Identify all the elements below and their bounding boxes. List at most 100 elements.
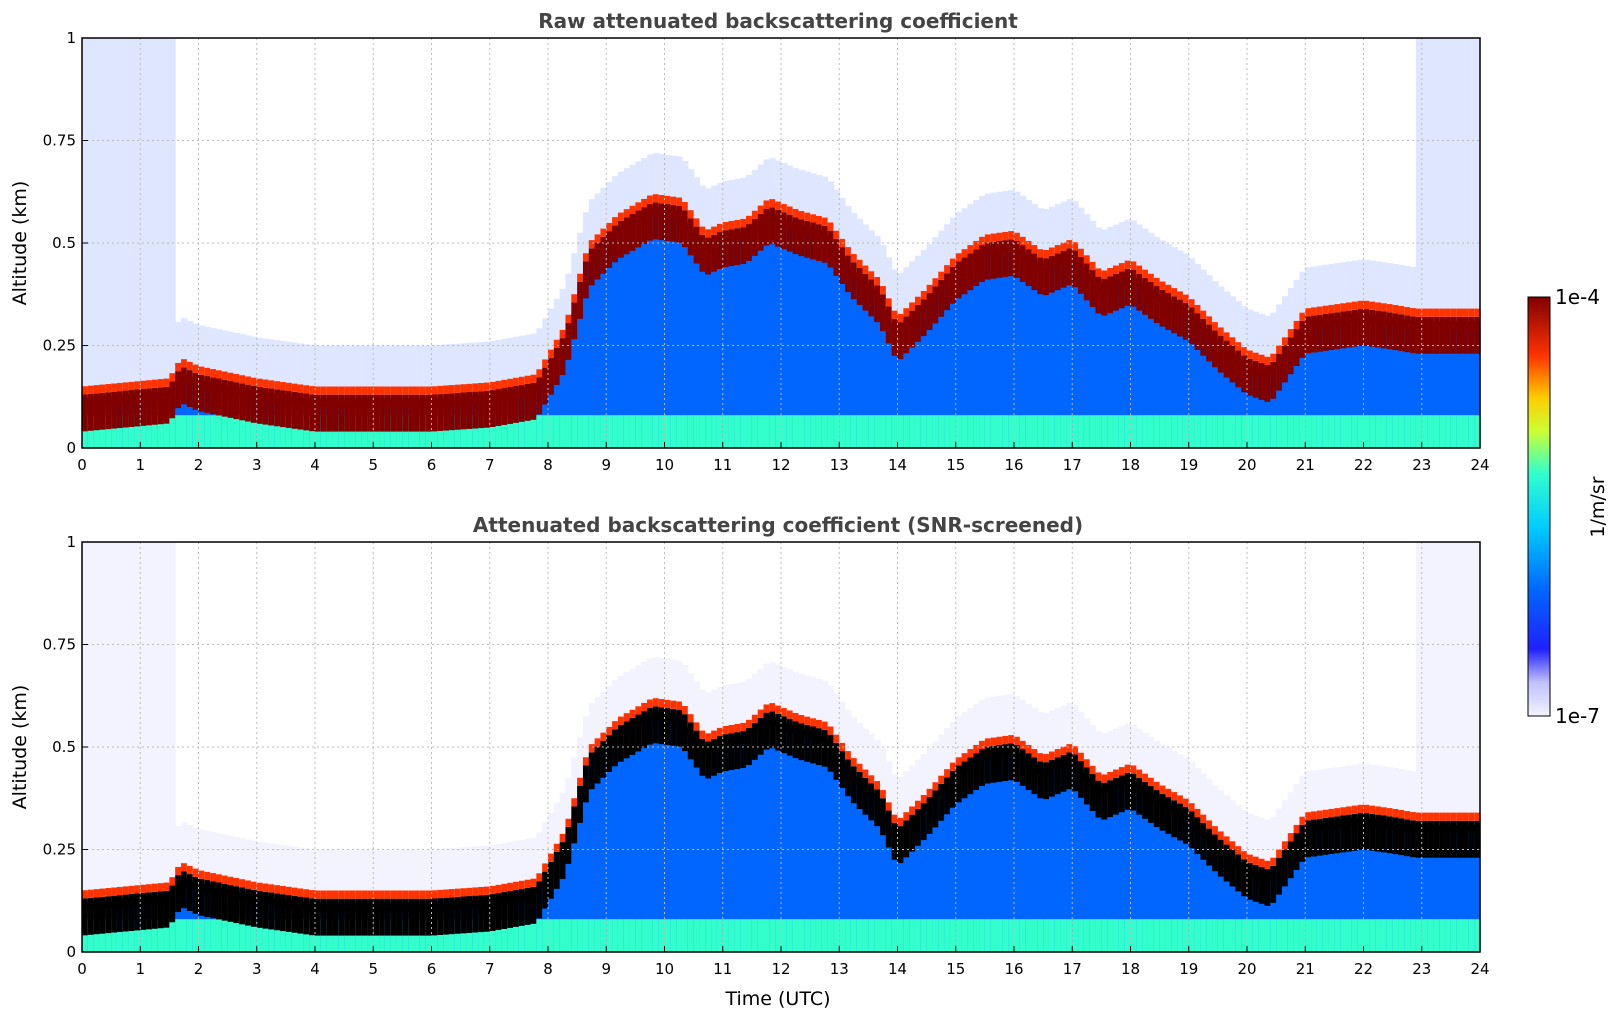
heatmap-cell — [1322, 415, 1330, 448]
heatmap-cell — [1363, 804, 1370, 814]
heatmap-cell — [1386, 312, 1394, 350]
heatmap-cell — [1083, 779, 1091, 952]
heatmap-cell — [670, 700, 677, 709]
heatmap-cell — [955, 253, 963, 262]
heatmap-cell — [757, 709, 765, 718]
heatmap-cell — [1450, 415, 1458, 448]
heatmap-cell — [728, 229, 735, 267]
heatmap-cell — [804, 724, 811, 762]
heatmap-cell — [1311, 819, 1318, 857]
heatmap-cell — [647, 154, 654, 208]
heatmap-cell — [1153, 919, 1161, 952]
heatmap-cell — [1380, 827, 1388, 952]
heatmap-cell — [891, 331, 899, 448]
heatmap-cell — [1008, 415, 1015, 448]
heatmap-cell — [711, 751, 718, 952]
heatmap-cell — [1113, 790, 1120, 952]
heatmap-cell — [1363, 415, 1370, 448]
heatmap-cell — [833, 251, 840, 448]
heatmap-cell — [775, 713, 782, 751]
heatmap-cell — [1276, 353, 1283, 391]
heatmap-cell — [1415, 919, 1423, 952]
heatmap-cell — [751, 169, 759, 224]
heatmap-cell — [524, 334, 532, 389]
heatmap-cell — [111, 383, 118, 392]
heatmap-cell — [903, 415, 910, 448]
heatmap-cell — [1456, 316, 1464, 354]
heatmap-cell — [204, 367, 211, 377]
heatmap-cell — [693, 742, 701, 952]
heatmap-cell — [903, 919, 910, 952]
heatmap-cell — [903, 771, 910, 825]
heatmap-cell — [1182, 757, 1190, 811]
heatmap-cell — [1212, 785, 1219, 839]
heatmap-cell — [245, 919, 252, 952]
heatmap-cell — [810, 718, 817, 727]
heatmap-cell — [990, 737, 998, 746]
heatmap-cell — [810, 919, 817, 952]
heatmap-cell — [1433, 833, 1440, 952]
heatmap-cell — [1264, 868, 1271, 906]
heatmap-cell — [483, 845, 491, 899]
heatmap-cell — [600, 740, 607, 778]
heatmap-cell — [1066, 919, 1073, 952]
heatmap-cell — [1066, 752, 1073, 790]
heatmap-cell — [151, 38, 159, 392]
heatmap-cell — [1118, 726, 1126, 780]
heatmap-cell — [1287, 329, 1295, 338]
heatmap-cell — [944, 919, 951, 952]
heatmap-cell — [1404, 315, 1411, 353]
heatmap-cell — [740, 239, 747, 448]
heatmap-cell — [716, 736, 724, 773]
heatmap-cell — [1287, 792, 1295, 846]
heatmap-cell — [1439, 919, 1446, 952]
heatmap-cell — [920, 803, 928, 841]
heatmap-cell — [891, 814, 899, 823]
heatmap-cell — [408, 890, 415, 899]
heatmap-cell — [1130, 269, 1137, 307]
heatmap-cell — [1276, 857, 1283, 895]
heatmap-cell — [681, 222, 689, 448]
heatmap-cell — [1334, 828, 1341, 952]
heatmap-cell — [751, 231, 759, 448]
heatmap-cell — [1322, 264, 1330, 319]
x-tick-label: 9 — [601, 960, 611, 978]
heatmap-cell — [885, 415, 893, 448]
heatmap-cell — [1456, 308, 1464, 317]
heatmap-cell — [1287, 415, 1295, 448]
heatmap-cell — [338, 386, 345, 395]
panel-title: Raw attenuated backscattering coefficien… — [538, 9, 1018, 33]
heatmap-cell — [1247, 309, 1254, 363]
heatmap-cell — [1223, 332, 1231, 341]
heatmap-cell — [309, 898, 316, 936]
heatmap-cell — [1171, 288, 1178, 297]
heatmap-cell — [483, 390, 491, 428]
heatmap-cell — [1316, 415, 1324, 448]
heatmap-cell — [1171, 812, 1178, 952]
heatmap-cell — [786, 669, 794, 723]
heatmap-cell — [594, 242, 602, 280]
heatmap-cell — [82, 542, 89, 903]
heatmap-cell — [82, 394, 89, 432]
heatmap-cell — [297, 343, 304, 397]
heatmap-cell — [507, 378, 514, 388]
heatmap-cell — [1305, 328, 1312, 448]
heatmap-cell — [1159, 744, 1167, 798]
heatmap-cell — [1241, 355, 1248, 393]
heatmap-cell — [588, 919, 596, 952]
heatmap-cell — [181, 379, 188, 448]
heatmap-cell — [1060, 242, 1068, 251]
heatmap-cell — [87, 393, 95, 431]
heatmap-cell — [565, 839, 572, 952]
heatmap-cell — [973, 744, 980, 754]
heatmap-cell — [775, 919, 782, 952]
heatmap-cell — [1142, 269, 1149, 278]
heatmap-cell — [658, 919, 666, 952]
heatmap-cell — [239, 838, 246, 892]
heatmap-cell — [757, 717, 765, 755]
heatmap-cell — [489, 885, 497, 895]
heatmap-cell — [885, 822, 893, 952]
heatmap-cell — [815, 236, 823, 448]
heatmap-cell — [390, 345, 398, 399]
heatmap-cell — [582, 919, 590, 952]
